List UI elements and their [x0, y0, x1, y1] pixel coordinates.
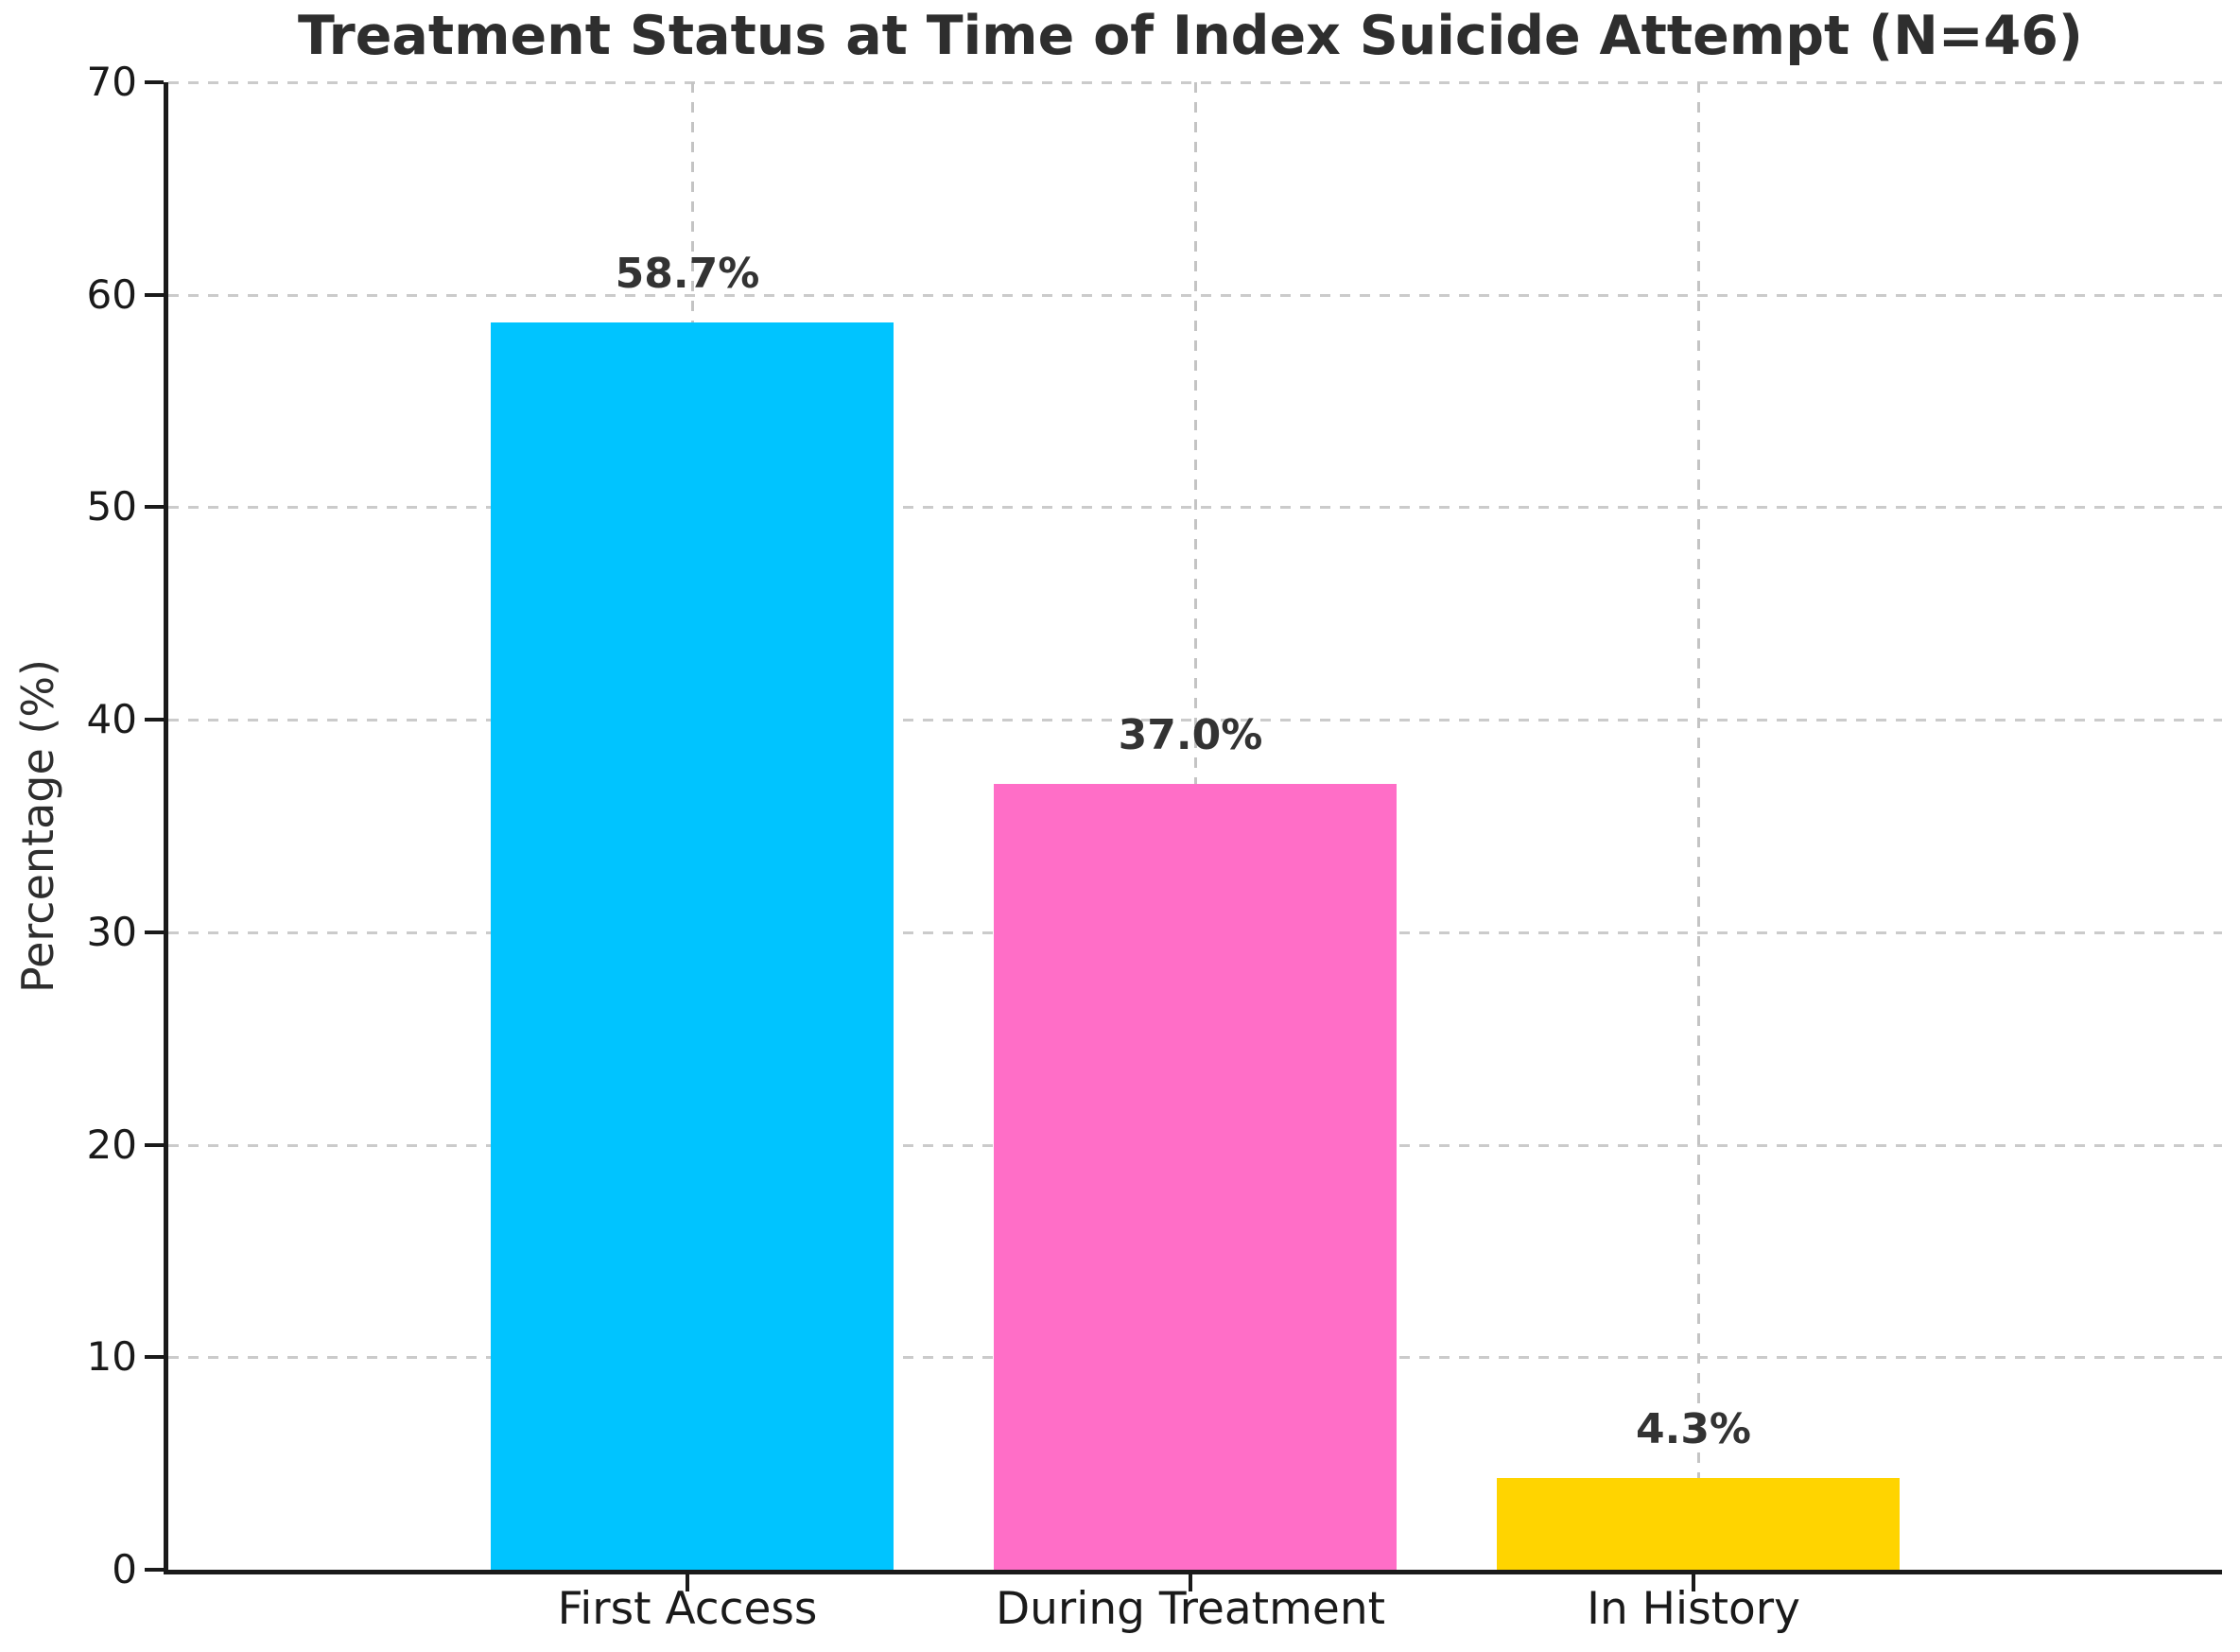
y-tick-mark-70: [145, 80, 164, 84]
value-label-first-access: 58.7%: [615, 250, 760, 298]
y-tick-label-0: 0: [112, 1546, 137, 1592]
bar-during-treatment: [994, 784, 1397, 1570]
x-tick-label-first-access: First Access: [557, 1583, 818, 1635]
y-tick-label-20: 20: [86, 1122, 137, 1168]
y-tick-mark-20: [145, 1143, 164, 1147]
y-tick-label-30: 30: [86, 909, 137, 955]
y-tick-label-10: 10: [86, 1333, 137, 1380]
y-tick-mark-10: [145, 1355, 164, 1359]
chart-title: Treatment Status at Time of Index Suicid…: [298, 5, 2083, 67]
plot-area: [164, 81, 2222, 1574]
y-tick-mark-0: [145, 1568, 164, 1572]
y-tick-mark-40: [145, 718, 164, 722]
y-tick-mark-60: [145, 293, 164, 297]
x-tick-label-during-treatment: During Treatment: [995, 1583, 1386, 1635]
x-tick-mark-during-treatment: [1189, 1574, 1192, 1591]
gridline-x-in-history: [1697, 82, 1700, 1570]
bar-first-access: [491, 322, 894, 1570]
y-tick-label-60: 60: [86, 271, 137, 318]
x-tick-mark-in-history: [1692, 1574, 1695, 1591]
y-tick-mark-30: [145, 930, 164, 934]
y-tick-mark-50: [145, 505, 164, 509]
bar-in-history: [1497, 1478, 1900, 1570]
y-tick-label-50: 50: [86, 483, 137, 530]
value-label-during-treatment: 37.0%: [1118, 711, 1263, 759]
y-tick-label-70: 70: [86, 59, 137, 105]
value-label-in-history: 4.3%: [1635, 1405, 1752, 1453]
y-tick-label-40: 40: [86, 696, 137, 742]
x-tick-label-in-history: In History: [1587, 1583, 1800, 1635]
x-tick-mark-first-access: [686, 1574, 689, 1591]
